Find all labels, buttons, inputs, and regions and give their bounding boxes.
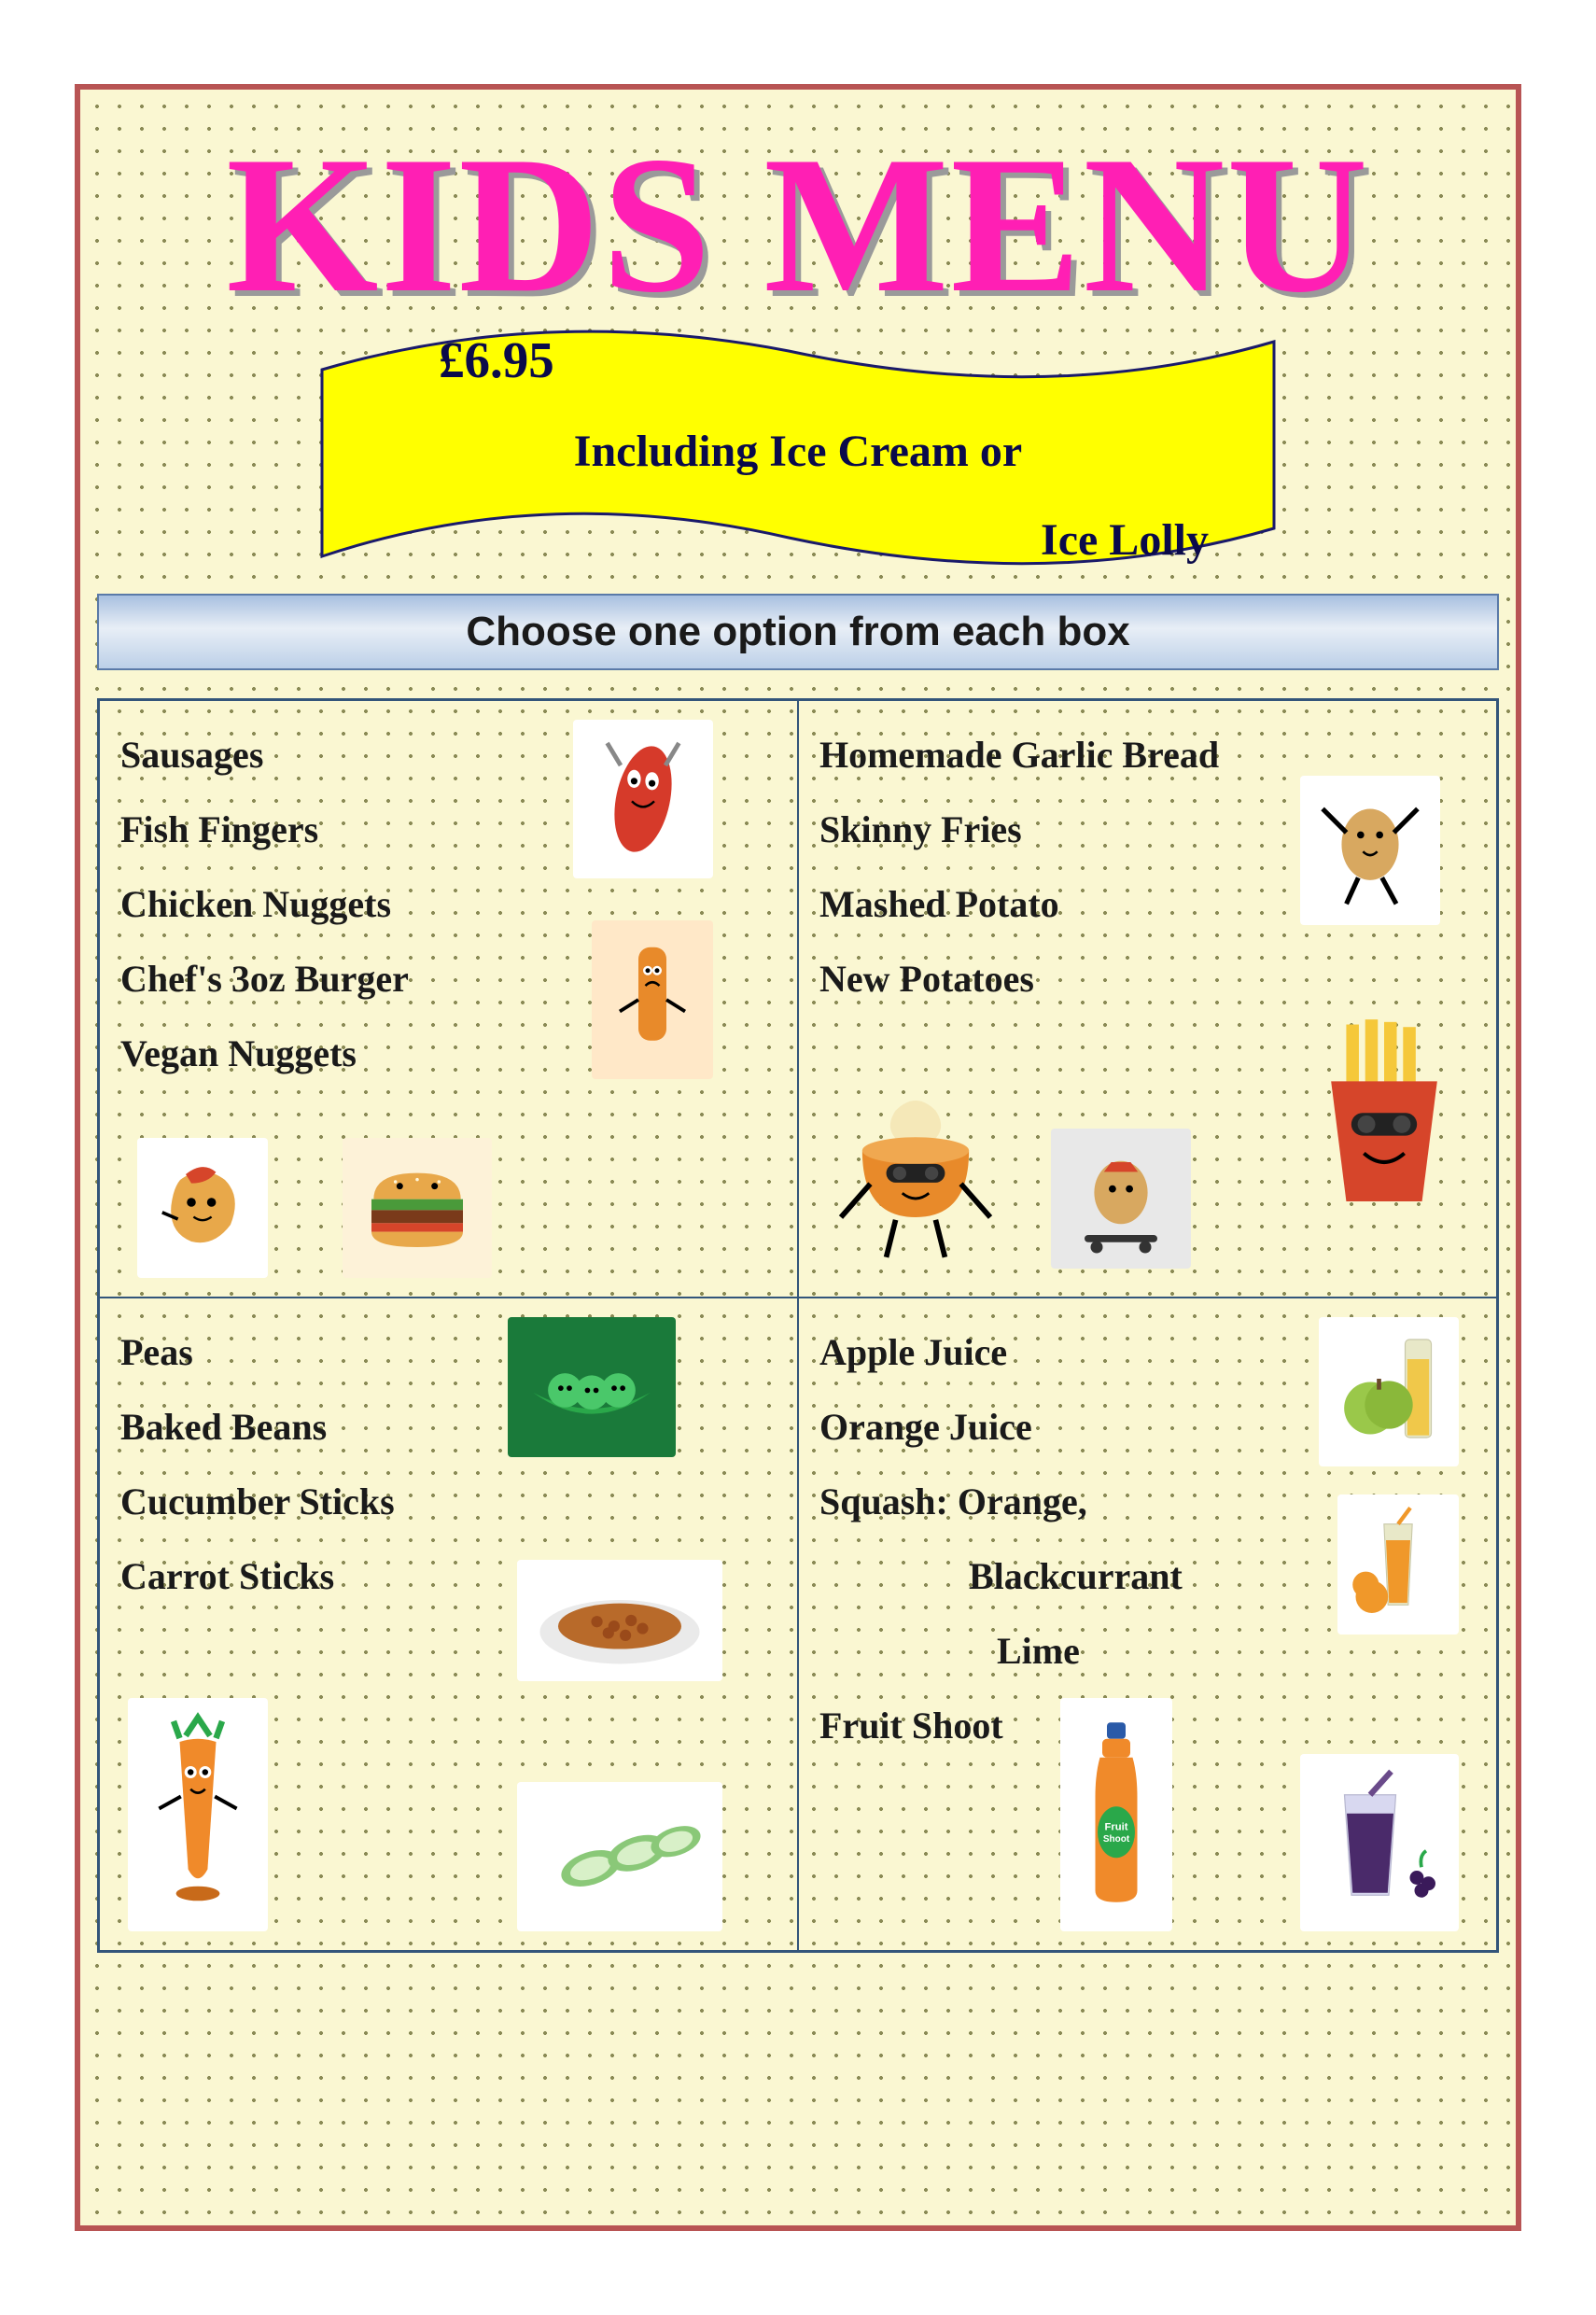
- mash-bowl-icon: [818, 1063, 1014, 1278]
- potato-dance-icon: [1300, 776, 1440, 925]
- box-drinks: Apple Juice Orange Juice Squash: Orange,…: [798, 1298, 1497, 1951]
- burger-icon: [343, 1138, 492, 1278]
- menu-page: KIDS MENU £6.95 Including Ice Cream or I…: [75, 84, 1521, 2231]
- cucumber-icon: [517, 1782, 722, 1931]
- banner-line-2: Ice Lolly: [1041, 514, 1209, 566]
- carrot-icon: [128, 1698, 268, 1931]
- banner-line-1: Including Ice Cream or: [303, 426, 1293, 477]
- fish-stick-icon: [592, 920, 713, 1079]
- potato-skate-icon: [1051, 1129, 1191, 1269]
- box-veg: Peas Baked Beans Cucumber Sticks Carrot …: [99, 1298, 798, 1951]
- nugget-icon: [137, 1138, 268, 1278]
- price-text: £6.95: [439, 330, 554, 389]
- price-banner: £6.95 Including Ice Cream or Ice Lolly: [303, 314, 1293, 584]
- apple-juice-icon: [1319, 1317, 1459, 1466]
- list-item: New Potatoes: [819, 942, 1476, 1017]
- sausage-icon: [573, 720, 713, 878]
- list-item: Peas: [120, 1315, 777, 1390]
- box-mains: Sausages Fish Fingers Chicken Nuggets Ch…: [99, 700, 798, 1298]
- box-sides: Homemade Garlic Bread Skinny Fries Mashe…: [798, 700, 1497, 1298]
- list-item: Cucumber Sticks: [120, 1465, 777, 1539]
- blackcurrant-glass-icon: [1300, 1754, 1459, 1931]
- svg-text:Shoot: Shoot: [1103, 1834, 1130, 1845]
- fries-icon: [1291, 1007, 1477, 1231]
- list-item: Baked Beans: [120, 1390, 777, 1465]
- peas-pod-icon: [508, 1317, 676, 1457]
- instruction-text: Choose one option from each box: [466, 609, 1129, 655]
- orange-juice-icon: [1337, 1494, 1459, 1635]
- options-grid: Sausages Fish Fingers Chicken Nuggets Ch…: [97, 698, 1499, 1953]
- page-title: KIDS MENU: [97, 127, 1499, 323]
- instruction-bar: Choose one option from each box: [97, 594, 1499, 670]
- fruit-shoot-bottle-icon: Fruit Shoot: [1060, 1698, 1172, 1931]
- svg-text:Fruit: Fruit: [1105, 1821, 1128, 1832]
- beans-plate-icon: [517, 1560, 722, 1681]
